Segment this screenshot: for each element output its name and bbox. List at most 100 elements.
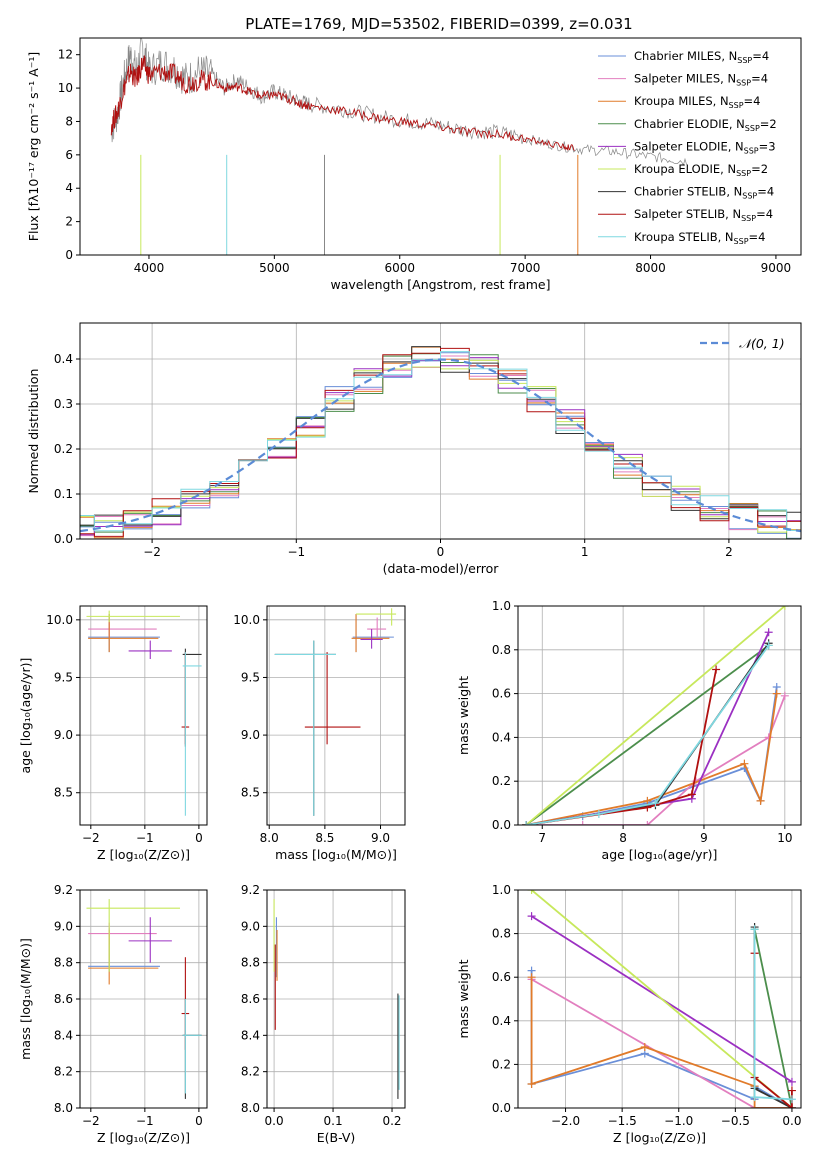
marker-Kroupa ELODIE	[780, 606, 789, 610]
marker-Salpeter STELIB	[787, 1104, 796, 1108]
marker-Kroupa MILES	[640, 1042, 649, 1051]
x-axis-label: E(B-V)	[317, 1130, 356, 1145]
x-tick-label: 4000	[134, 261, 165, 275]
x-tick-label: 5000	[259, 261, 290, 275]
marker-Kroupa MILES	[772, 689, 781, 698]
y-tick-label: 9.2	[241, 883, 260, 897]
y-tick-label: 0.6	[492, 687, 511, 701]
x-tick-label: −2	[82, 831, 100, 845]
y-tick-label: 9.0	[54, 919, 73, 933]
x-tick-label: 1	[581, 545, 589, 559]
plot-area	[527, 890, 796, 1108]
legend-entry: Kroupa STELIB, NSSP=4	[634, 230, 765, 246]
y-tick-label: 10	[58, 81, 73, 95]
y-tick-label: 8.5	[241, 786, 260, 800]
y-tick-label: 0	[65, 248, 73, 262]
legend-entry: Chabrier ELODIE, NSSP=2	[634, 117, 777, 133]
x-axis-label: (data-model)/error	[383, 561, 500, 576]
y-tick-label: 8.2	[241, 1065, 260, 1079]
x-tick-label: 8.0	[260, 831, 279, 845]
x-tick-label: 0	[437, 545, 445, 559]
marker-Kroupa STELIB	[750, 925, 759, 934]
x-axis-label: wavelength [Angstrom, rest frame]	[330, 277, 550, 292]
panel-mass-vs-Z: −2 −1 0 8.0 8.2 8.4 8.6 8.8 9.0 9.2 Z [log₁₀(Z/Z⊙)…	[18, 883, 208, 1145]
marker-Salpeter MILES	[780, 691, 789, 700]
marker-Kroupa STELIB	[787, 1095, 796, 1104]
x-tick-label: −2.0	[551, 1114, 580, 1128]
plot-area	[110, 38, 687, 255]
y-tick-label: 0.3	[54, 397, 73, 411]
x-tick-label: −1	[287, 545, 305, 559]
x-axis-label: Z [log₁₀(Z/Z⊙)]	[97, 1130, 190, 1145]
y-tick-label: 1.0	[492, 883, 511, 897]
y-axis-label: Normed distribution	[26, 369, 41, 494]
marker-Salpeter MILES	[764, 733, 773, 742]
gaussian-curve	[80, 358, 801, 533]
y-tick-label: 1.0	[492, 599, 511, 613]
marker-Kroupa STELIB	[522, 821, 531, 825]
x-tick-label: 0.0	[265, 1114, 284, 1128]
marker-Kroupa STELIB	[594, 810, 603, 819]
y-tick-label: 8.5	[54, 786, 73, 800]
x-axis-label: Z [log₁₀(Z/Z⊙)]	[97, 847, 190, 862]
y-tick-label: 0.4	[492, 1014, 511, 1028]
y-tick-label: 0.2	[492, 1057, 511, 1071]
legend-entry: Salpeter ELODIE, NSSP=3	[634, 139, 776, 155]
y-tick-label: 10.0	[233, 613, 260, 627]
legend-entry: Salpeter STELIB, NSSP=4	[634, 207, 773, 223]
marker-Kroupa MILES	[750, 1104, 759, 1108]
x-tick-label: 9000	[761, 261, 792, 275]
x-tick-label: −2	[82, 1114, 100, 1128]
legend-entry: Kroupa ELODIE, NSSP=2	[634, 162, 768, 178]
x-tick-label: −0.5	[721, 1114, 750, 1128]
x-tick-label: 2	[725, 545, 733, 559]
x-tick-label: −1.0	[664, 1114, 693, 1128]
axes-frame	[266, 605, 406, 826]
x-tick-label: −1.5	[608, 1114, 637, 1128]
series-Salpeter MILES	[531, 978, 792, 1108]
x-axis-label: age [log₁₀(age/yr)]	[602, 847, 718, 862]
y-axis-label: Flux [fλ10⁻¹⁷ erg cm⁻² s⁻¹ A⁻¹]	[26, 52, 41, 241]
y-tick-label: 8.0	[54, 1101, 73, 1115]
y-tick-label: 9.5	[241, 670, 260, 684]
x-tick-label: 7000	[510, 261, 541, 275]
y-axis-label: mass [log₁₀(M/M⊙)]	[18, 938, 33, 1060]
plot-area	[86, 610, 202, 816]
axes-frame	[517, 889, 802, 1109]
y-tick-label: 8.4	[54, 1028, 73, 1042]
y-tick-label: 2	[65, 215, 73, 229]
axes-frame	[517, 605, 802, 826]
y-tick-label: 9.2	[54, 883, 73, 897]
y-tick-label: 9.5	[54, 670, 73, 684]
y-axis-label: mass weight	[456, 959, 471, 1038]
panel-age-vs-mass: 8.0 8.5 9.0 8.5 9.0 9.5 10.0 mass [log₁₀(M/M⊙)]	[233, 605, 406, 862]
x-tick-label: 8.5	[315, 831, 334, 845]
marker-Kroupa ELODIE	[527, 890, 536, 894]
panel-weight-vs-Z: −2.0 −1.5 −1.0 −0.5 0.0 0.0 0.2 0.4 0.6 0.8 1.0 Z […	[456, 883, 802, 1145]
y-tick-label: 0.6	[492, 970, 511, 984]
y-tick-label: 9.0	[241, 919, 260, 933]
y-tick-label: 8.0	[241, 1101, 260, 1115]
hist-Kroupa STELIB	[80, 351, 801, 532]
marker-Kroupa STELIB	[750, 1093, 759, 1102]
y-tick-label: 8.2	[54, 1065, 73, 1079]
y-tick-label: 12	[58, 48, 73, 62]
x-tick-label: 0	[195, 831, 203, 845]
x-tick-label: −2	[143, 545, 161, 559]
hist-Salpeter STELIB	[80, 347, 801, 537]
x-tick-label: 0.0	[782, 1114, 801, 1128]
y-tick-label: 0.2	[492, 774, 511, 788]
marker-Salpeter STELIB	[787, 1086, 796, 1095]
y-tick-label: 0.8	[492, 927, 511, 941]
y-tick-label: 8.6	[54, 992, 73, 1006]
y-tick-label: 0.4	[492, 730, 511, 744]
x-tick-label: 0	[195, 1114, 203, 1128]
y-tick-label: 0.8	[492, 643, 511, 657]
legend-entry: Kroupa MILES, NSSP=4	[634, 94, 760, 110]
series-Kroupa ELODIE	[531, 890, 793, 1108]
x-tick-label: 9	[700, 831, 708, 845]
series-Kroupa ELODIE	[525, 606, 786, 825]
series-Kroupa STELIB	[525, 644, 770, 825]
x-tick-label: −1	[136, 831, 154, 845]
y-axis-label: mass weight	[456, 676, 471, 755]
